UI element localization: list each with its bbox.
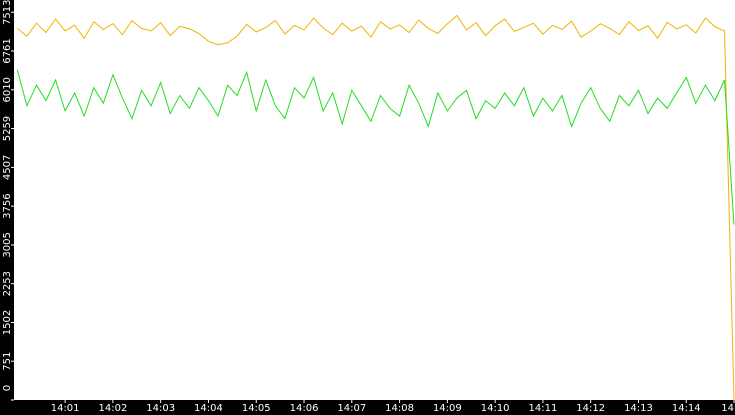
y-tick-label: 5259 <box>2 116 13 141</box>
x-tick-label: 14:14 <box>672 403 701 414</box>
plot-area <box>14 0 735 400</box>
x-tick-label: 14:11 <box>529 403 558 414</box>
series-line <box>16 69 735 225</box>
x-tick-label: 14:02 <box>98 403 127 414</box>
x-tick-label: 14:09 <box>433 403 462 414</box>
y-tick-label: 0 <box>2 385 13 391</box>
y-tick-label: 1502 <box>2 310 13 335</box>
y-tick-label: 3005 <box>2 232 13 257</box>
x-tick-label: 14:06 <box>290 403 319 414</box>
y-tick-label: 6010 <box>2 77 13 102</box>
x-tick-label: 14:13 <box>624 403 653 414</box>
series-line <box>16 14 735 401</box>
x-tick-label: 14:04 <box>194 403 223 414</box>
x-tick-label: 14:07 <box>337 403 366 414</box>
x-tick-label: 14:03 <box>146 403 175 414</box>
y-tick-label: 6761 <box>2 38 13 63</box>
x-tick-label: 14:12 <box>576 403 605 414</box>
y-tick-label: 4507 <box>2 155 13 180</box>
y-tick-label: 2253 <box>2 271 13 296</box>
x-tick-label: 14 <box>721 403 734 414</box>
y-tick-label: 7513 <box>2 0 13 25</box>
x-tick-label: 14:01 <box>51 403 80 414</box>
y-tick-label: 751 <box>2 352 13 371</box>
x-tick-label: 14:08 <box>385 403 414 414</box>
y-tick-label: 3756 <box>2 193 13 218</box>
x-tick-label: 14:10 <box>481 403 510 414</box>
x-tick-label: 14:05 <box>242 403 271 414</box>
